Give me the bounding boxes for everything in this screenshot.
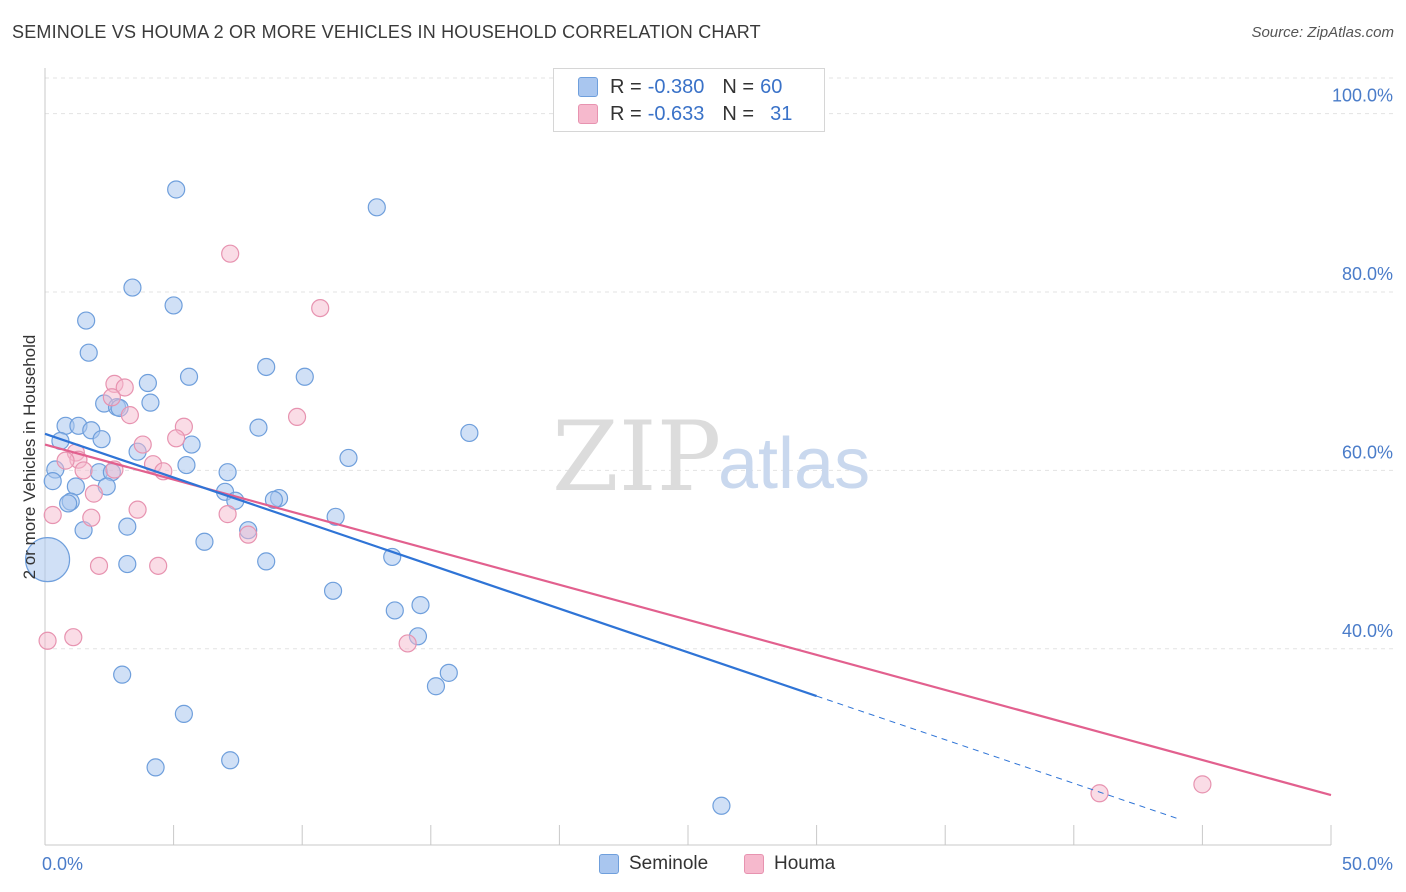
seminole-point [195, 532, 214, 551]
legend-r-value: -0.633 [647, 102, 705, 125]
legend-n-value: 31 [770, 102, 793, 125]
houma-point [64, 628, 83, 647]
seminole-point [138, 373, 157, 393]
seminole-point [59, 494, 78, 513]
legend-n-label: N = [722, 102, 755, 125]
seminole-point [43, 472, 62, 491]
houma-point [74, 461, 93, 480]
seminole-point [411, 595, 430, 615]
seminole-point [385, 601, 404, 620]
seminole-point [118, 554, 137, 574]
houma-point [221, 244, 240, 263]
legend-row-houma: R = -0.633 N = 31 [578, 101, 792, 127]
houma-point [133, 435, 152, 454]
y-tick-label: 60.0% [1342, 442, 1393, 462]
legend-r-value: -0.380 [647, 75, 705, 98]
houma-legend-icon [744, 854, 764, 874]
seminole-point [257, 357, 276, 377]
seminole-legend-icon [599, 854, 619, 874]
correlation-legend: R = -0.380 N = 60 R = -0.633 N = 31 [553, 68, 825, 132]
seminole-point [295, 367, 314, 386]
seminole-point [339, 448, 358, 468]
houma-point [115, 378, 134, 397]
y-tick-label: 40.0% [1342, 621, 1393, 641]
bottom-legend-houma-label: Houma [774, 853, 836, 874]
y-tick-label: 80.0% [1342, 264, 1393, 284]
seminole-point [439, 663, 458, 682]
seminole-point [92, 430, 111, 449]
houma-point [1193, 775, 1212, 794]
seminole-point [218, 463, 237, 482]
seminole-point [249, 418, 268, 437]
seminole-point [323, 581, 343, 600]
grid-layer [45, 77, 1395, 650]
bottom-legend-seminole-label: Seminole [629, 853, 709, 874]
x-tick-label: 50.0% [1342, 854, 1393, 874]
watermark-zip: ZIP [552, 401, 721, 513]
legend-n-value: 60 [760, 75, 783, 98]
watermark-atlas: atlas [718, 424, 870, 504]
seminole-point [118, 517, 137, 536]
seminole-point [257, 552, 276, 571]
houma-trend-line [44, 443, 1332, 797]
seminole-point [367, 198, 386, 217]
houma-point [167, 429, 186, 448]
houma-point [120, 406, 139, 425]
seminole-point [177, 455, 196, 475]
houma-swatch-icon [578, 104, 598, 124]
seminole-point [179, 367, 199, 386]
seminole-swatch-icon [578, 77, 598, 97]
seminole-point [167, 180, 186, 199]
houma-point [311, 299, 330, 318]
seminole-point [123, 278, 142, 297]
seminole-trend-extension [816, 695, 1177, 819]
houma-point [56, 451, 75, 470]
seminole-point [146, 758, 165, 777]
legend-row-seminole: R = -0.380 N = 60 [578, 74, 782, 100]
legend-n-label: N = [722, 75, 755, 98]
houma-point [38, 631, 57, 650]
seminole-point [426, 677, 446, 696]
seminole-point [221, 751, 240, 770]
houma-point [43, 505, 62, 525]
seminole-point [79, 343, 98, 362]
seminole-point [182, 435, 201, 454]
houma-point [287, 407, 307, 427]
legend-r-label: R = [610, 75, 642, 98]
houma-point [218, 505, 237, 524]
seminole-point [264, 490, 284, 509]
trend-layer [44, 432, 1332, 819]
seminole-point [66, 477, 85, 496]
bottom-legend-seminole: Seminole [599, 851, 708, 877]
houma-point [128, 500, 147, 519]
legend-r-label: R = [610, 102, 642, 125]
seminole-point [164, 296, 183, 315]
houma-point [149, 556, 168, 575]
y-axis-label: 2 or more Vehicles in Household [20, 335, 39, 580]
seminole-point [141, 393, 160, 412]
houma-point [102, 388, 121, 407]
houma-point [82, 508, 101, 527]
y-tick-label: 100.0% [1332, 86, 1393, 106]
chart-title: SEMINOLE VS HOUMA 2 OR MORE VEHICLES IN … [12, 22, 761, 42]
seminole-point [460, 423, 479, 443]
seminole-point [174, 704, 193, 723]
axis-layer: 40.0% 60.0% 80.0% 100.0% 0.0% 50.0% [42, 68, 1393, 874]
seminole-trend-line [44, 432, 817, 698]
seminole-point [113, 665, 132, 684]
houma-point [1090, 784, 1109, 803]
seminole-point [24, 537, 71, 583]
seminole-point [77, 311, 96, 330]
houma-point [89, 556, 109, 575]
houma-point [398, 634, 417, 653]
bottom-legend-houma: Houma [744, 851, 835, 877]
chart-source: Source: ZipAtlas.com [1251, 24, 1394, 41]
seminole-point [326, 507, 345, 526]
watermark: ZIP atlas [552, 401, 870, 513]
seminole-point [712, 796, 731, 815]
x-tick-label: 0.0% [42, 854, 83, 874]
houma-point [239, 525, 258, 544]
houma-point [84, 484, 103, 503]
